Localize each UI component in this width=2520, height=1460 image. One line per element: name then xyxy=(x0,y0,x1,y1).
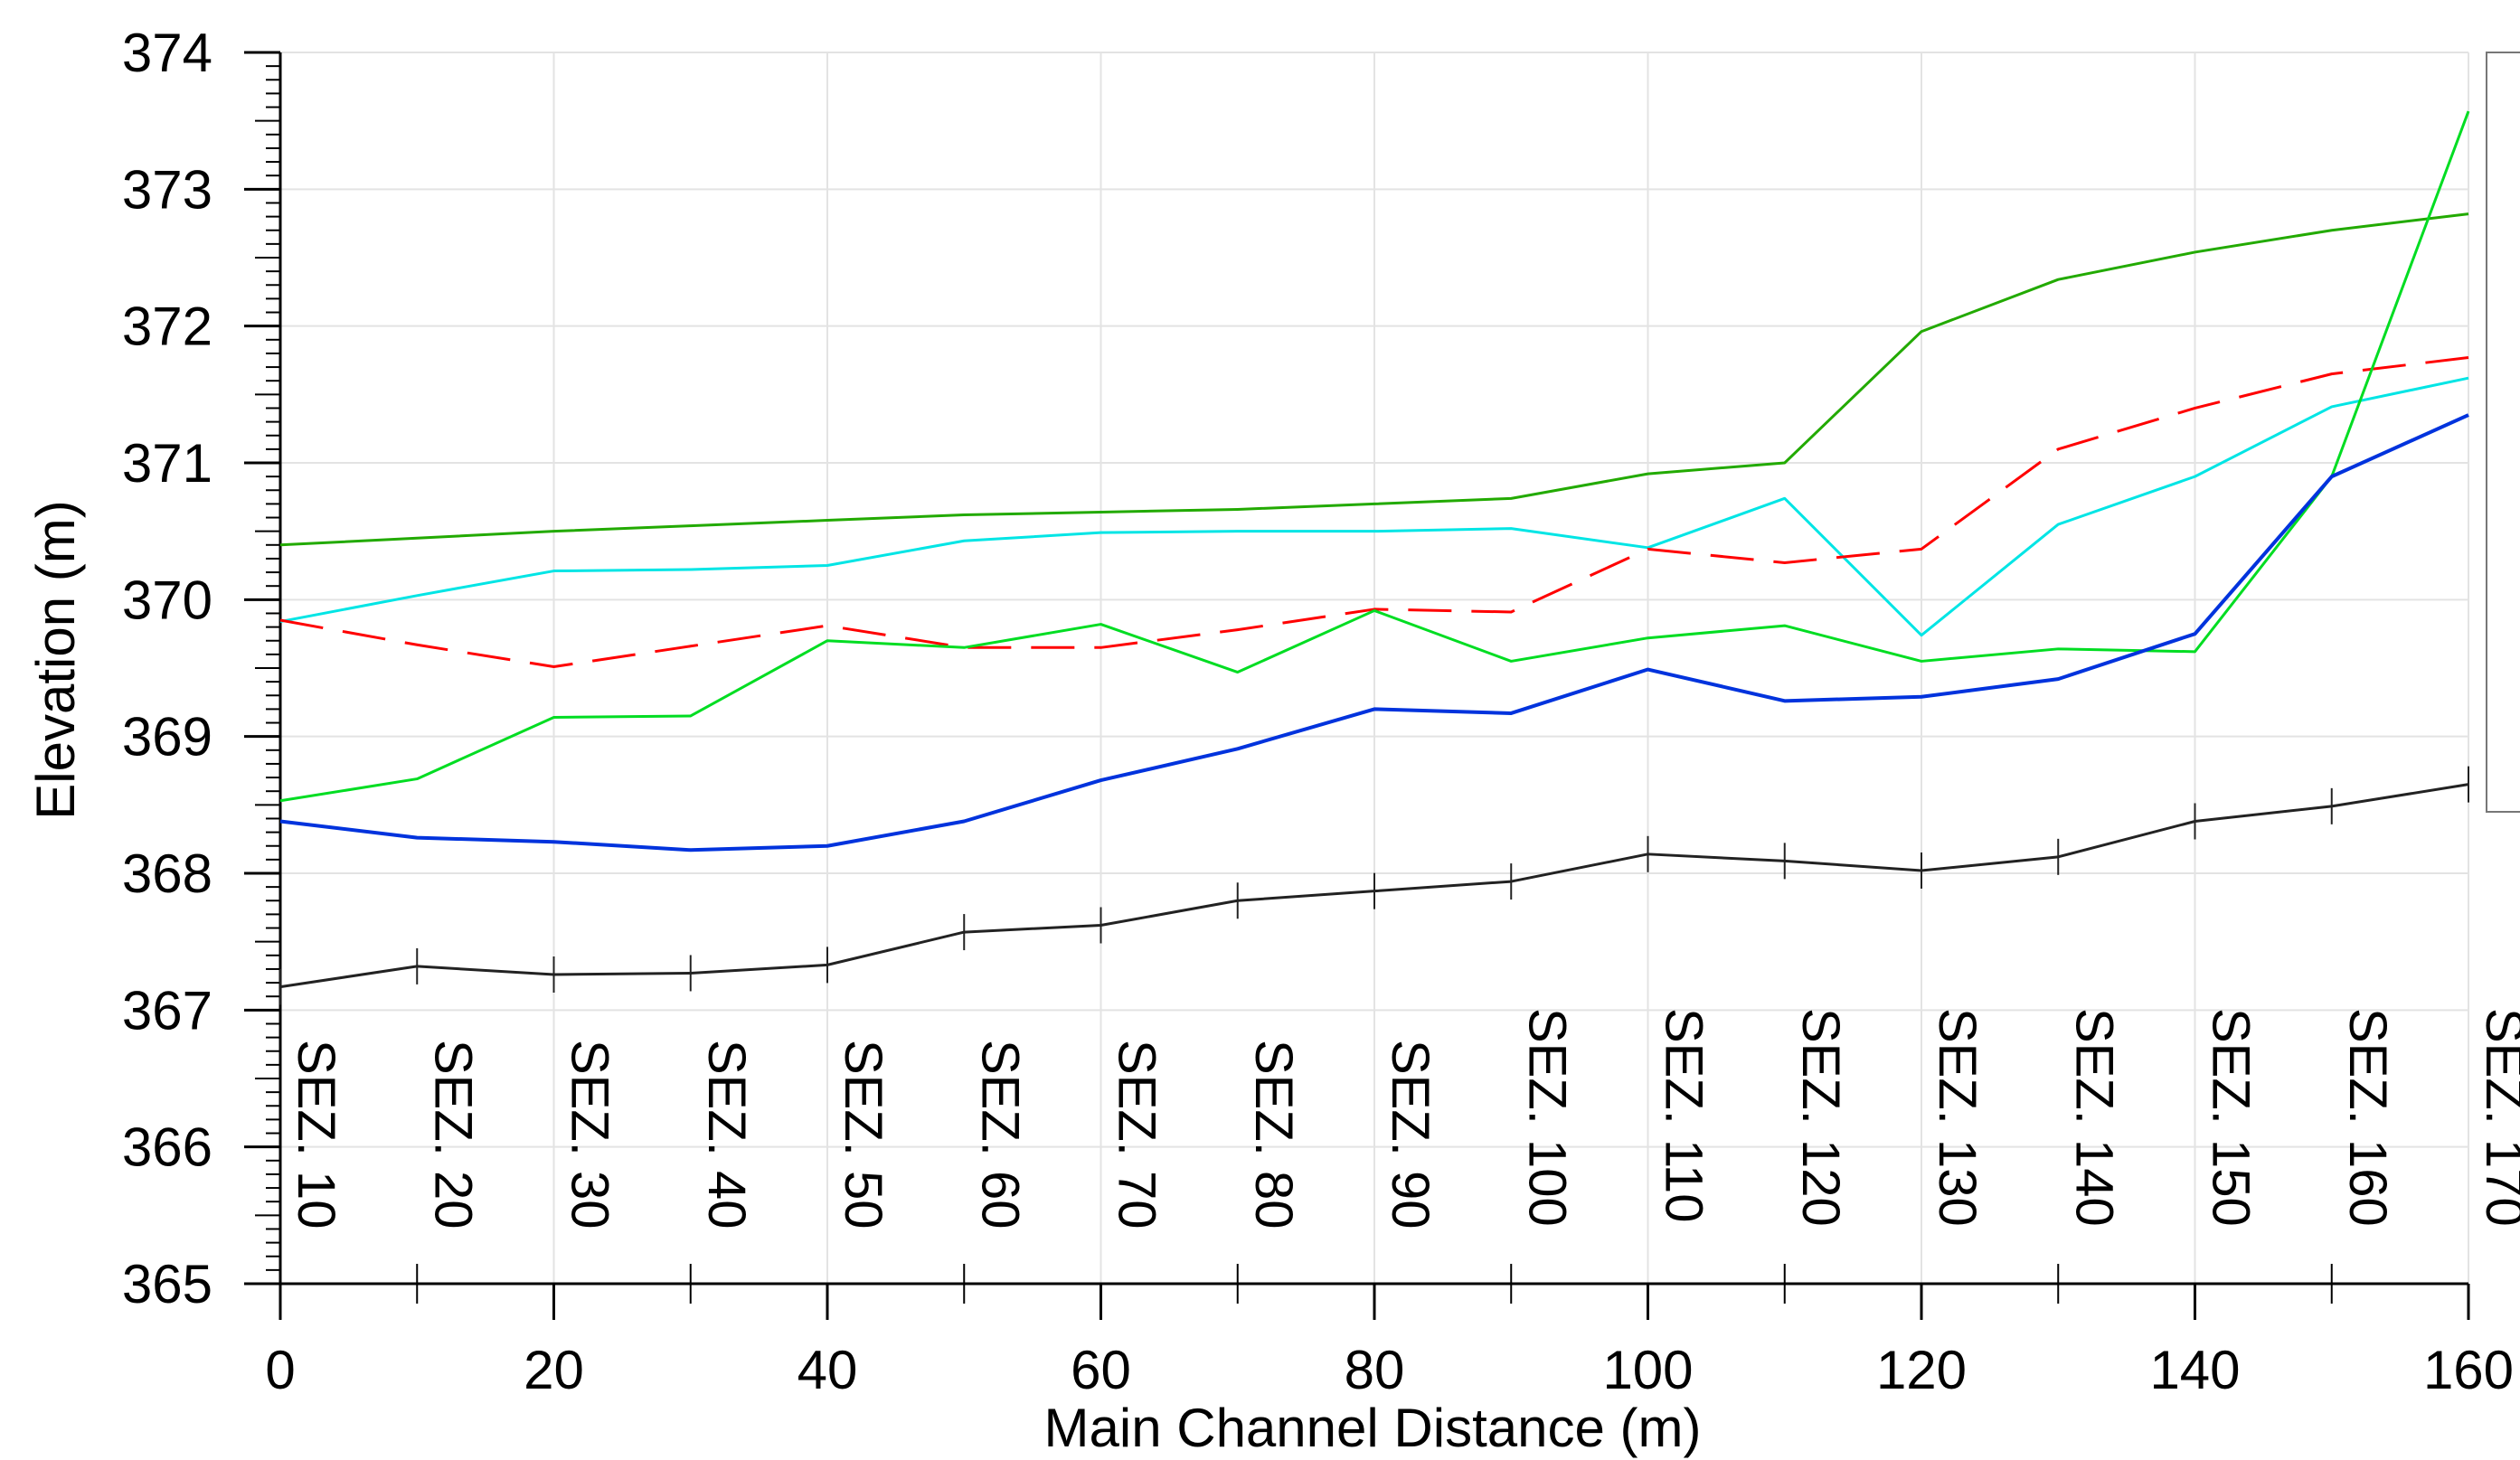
x-tick-label: 40 xyxy=(798,1340,858,1400)
series-line xyxy=(279,212,2469,547)
series-line xyxy=(279,355,2469,668)
y-tick-label: 371 xyxy=(122,433,212,494)
section-label: SEZ. 130 xyxy=(1928,1008,1987,1227)
y-axis-title: Elevation (m) xyxy=(25,500,86,819)
y-tick-label: 373 xyxy=(122,159,212,220)
section-label: SEZ. 70 xyxy=(1108,1040,1166,1229)
series-lines xyxy=(279,110,2470,1005)
x-tick-label: 20 xyxy=(524,1340,584,1400)
x-tick-label: 80 xyxy=(1345,1340,1405,1400)
section-label: SEZ. 90 xyxy=(1381,1040,1439,1229)
y-tick-label: 366 xyxy=(122,1117,212,1178)
section-label: SEZ. 160 xyxy=(2338,1008,2397,1227)
section-label: SEZ. 150 xyxy=(2202,1008,2260,1227)
series-line xyxy=(279,413,2469,852)
section-label: SEZ. 140 xyxy=(2064,1008,2123,1227)
x-tick-label: 0 xyxy=(265,1340,295,1400)
axes: 365 366 367 368 369 370 371 372 373 374 0 20 40 60 80 1… xyxy=(122,23,2514,1400)
y-tick-label: 374 xyxy=(122,23,212,83)
section-label: SEZ. 110 xyxy=(1655,1008,1713,1223)
section-label: SEZ. 20 xyxy=(423,1040,482,1229)
y-tick-label: 372 xyxy=(122,297,212,357)
section-label: SEZ. 170 xyxy=(2475,1008,2520,1227)
series-line xyxy=(279,376,2469,637)
section-label: SEZ. 40 xyxy=(697,1040,756,1229)
x-tick-label: 160 xyxy=(2423,1340,2514,1400)
x-tick-label: 100 xyxy=(1602,1340,1693,1400)
section-labels: SEZ. 10 SEZ. 20 SEZ. 30 SEZ. 40 SEZ. 50 SEZ. … xyxy=(287,1008,2520,1229)
section-label: SEZ. 100 xyxy=(1517,1008,1576,1227)
y-tick-label: 367 xyxy=(122,980,212,1041)
y-tick-label: 365 xyxy=(122,1254,212,1314)
section-label: SEZ. 10 xyxy=(287,1040,345,1229)
section-label: SEZ. 120 xyxy=(1791,1008,1850,1227)
x-tick-label: 140 xyxy=(2149,1340,2240,1400)
y-tick-label: 368 xyxy=(122,843,212,904)
x-tick-label: 120 xyxy=(1876,1340,1967,1400)
y-tick-label: 369 xyxy=(122,707,212,768)
y-tick-label: 370 xyxy=(122,570,212,630)
section-label: SEZ. 80 xyxy=(1244,1040,1303,1229)
section-label: SEZ. 60 xyxy=(970,1040,1029,1229)
section-label: SEZ. 30 xyxy=(561,1040,619,1229)
legend-box xyxy=(2486,52,2520,813)
x-axis-title: Main Channel Distance (m) xyxy=(1044,1398,1702,1458)
x-tick-label: 60 xyxy=(1071,1340,1131,1400)
section-label: SEZ. 50 xyxy=(834,1040,892,1229)
series-line xyxy=(279,110,2470,803)
